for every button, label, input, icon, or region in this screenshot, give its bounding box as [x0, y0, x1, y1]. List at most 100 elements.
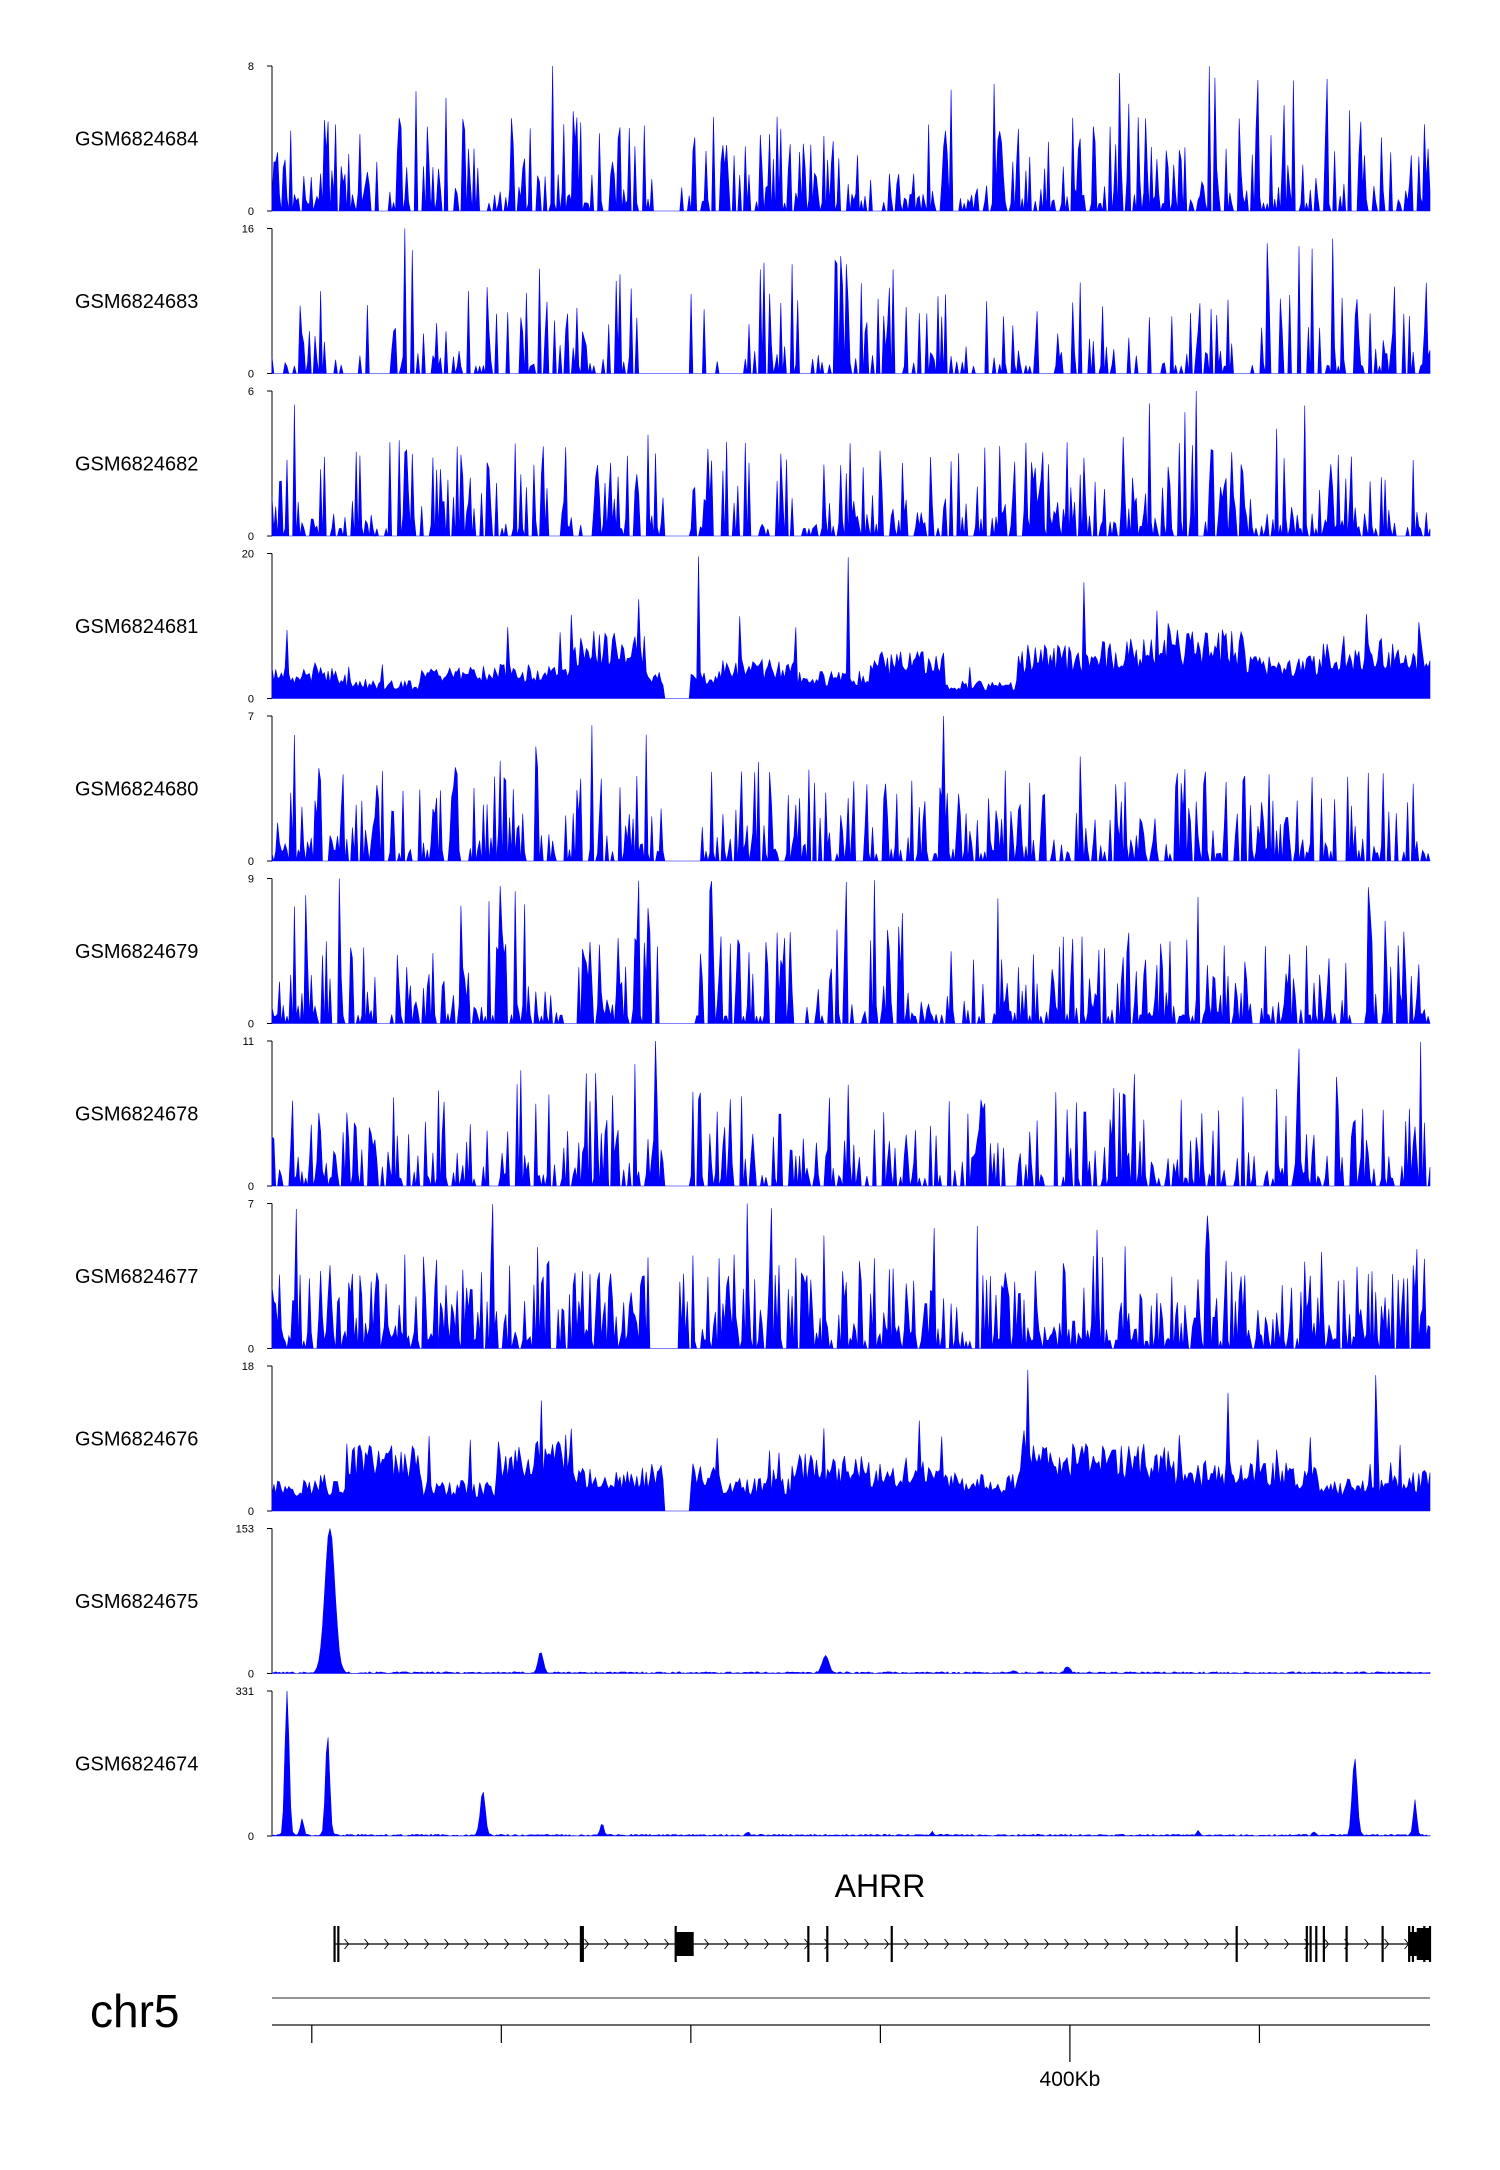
y-min-label: 0: [248, 531, 254, 543]
strand-arrow: [704, 1938, 710, 1950]
signal-area: [271, 65, 1431, 212]
strand-arrow: [924, 1938, 930, 1950]
strand-arrow: [1204, 1938, 1210, 1950]
strand-arrow: [604, 1938, 610, 1950]
strand-arrow: [1384, 1938, 1390, 1950]
track-label: GSM6824680: [75, 779, 198, 801]
strand-arrow: [1124, 1938, 1130, 1950]
y-max-label: 20: [242, 549, 254, 561]
y-min-label: 0: [248, 1831, 254, 1843]
strand-arrow: [1044, 1938, 1050, 1950]
strand-arrow: [484, 1938, 490, 1950]
chromosome-ideogram: chr5: [90, 1985, 1430, 2037]
track-GSM6824676: GSM6824676 18 0: [75, 1361, 1431, 1518]
track-label: GSM6824681: [75, 616, 198, 638]
signal-area: [271, 1690, 1431, 1837]
strand-arrow: [864, 1938, 870, 1950]
track-GSM6824674: GSM6824674 331 0: [75, 1686, 1431, 1843]
y-max-label: 6: [248, 386, 254, 398]
track-label: GSM6824674: [75, 1754, 198, 1776]
strand-arrow: [1184, 1938, 1190, 1950]
track-GSM6824679: GSM6824679 9 0: [75, 874, 1431, 1031]
strand-arrow: [784, 1938, 790, 1950]
gene-exon-block: [675, 1932, 694, 1956]
signal-area: [271, 556, 1431, 699]
y-min-label: 0: [248, 1669, 254, 1681]
signal-area: [271, 715, 1431, 862]
strand-arrow: [644, 1938, 650, 1950]
strand-arrow: [1284, 1938, 1290, 1950]
signal-tracks: GSM682468480GSM6824683160GSM682468260GSM…: [75, 61, 1431, 1843]
strand-arrow: [424, 1938, 430, 1950]
y-max-label: 153: [236, 1524, 254, 1536]
strand-arrow: [1084, 1938, 1090, 1950]
strand-arrow: [1164, 1938, 1170, 1950]
y-min-label: 0: [248, 206, 254, 218]
strand-arrow: [964, 1938, 970, 1950]
strand-arrow: [364, 1938, 370, 1950]
y-min-label: 0: [248, 1019, 254, 1031]
strand-arrow: [564, 1938, 570, 1950]
y-min-label: 0: [248, 1181, 254, 1193]
track-label: GSM6824676: [75, 1429, 198, 1451]
signal-area: [271, 878, 1431, 1024]
strand-arrow: [944, 1938, 950, 1950]
gene-utr-block: [1416, 1928, 1430, 1960]
strand-arrow: [1264, 1938, 1270, 1950]
signal-area: [271, 1528, 1431, 1674]
strand-arrow: [464, 1938, 470, 1950]
strand-arrow: [344, 1938, 350, 1950]
y-min-label: 0: [248, 856, 254, 868]
y-max-label: 9: [248, 874, 254, 886]
track-label: GSM6824678: [75, 1104, 198, 1126]
gene-exon-block: [1409, 1932, 1420, 1956]
y-max-label: 16: [242, 224, 254, 236]
y-min-label: 0: [248, 1344, 254, 1356]
track-GSM6824683: GSM6824683 16 0: [75, 224, 1431, 381]
y-max-label: 7: [248, 1199, 254, 1211]
strand-arrow: [1024, 1938, 1030, 1950]
strand-arrow: [904, 1938, 910, 1950]
strand-arrow: [504, 1938, 510, 1950]
strand-arrow: [544, 1938, 550, 1950]
genomic-scale-axis: 400Kb: [272, 2024, 1430, 2091]
track-GSM6824684: GSM6824684 8 0: [75, 61, 1431, 218]
strand-arrow: [824, 1938, 830, 1950]
track-label: GSM6824677: [75, 1266, 198, 1288]
strand-arrow: [984, 1938, 990, 1950]
strand-arrow: [764, 1938, 770, 1950]
track-GSM6824678: GSM6824678 11 0: [75, 1036, 1431, 1193]
y-min-label: 0: [248, 1506, 254, 1518]
signal-area: [271, 1040, 1431, 1187]
y-max-label: 11: [243, 1036, 254, 1048]
signal-area: [271, 1203, 1431, 1349]
strand-arrow: [584, 1938, 590, 1950]
strand-arrow: [664, 1938, 670, 1950]
strand-arrow: [1364, 1938, 1370, 1950]
track-label: GSM6824679: [75, 941, 198, 963]
track-GSM6824682: GSM6824682 6 0: [75, 386, 1431, 543]
strand-arrow: [844, 1938, 850, 1950]
y-max-label: 331: [236, 1686, 254, 1698]
chromosome-label: chr5: [90, 1985, 179, 2037]
y-max-label: 18: [242, 1361, 254, 1373]
track-label: GSM6824682: [75, 454, 198, 476]
track-GSM6824677: GSM6824677 7 0: [75, 1199, 1431, 1356]
strand-arrow: [1224, 1938, 1230, 1950]
track-GSM6824675: GSM6824675 153 0: [75, 1524, 1431, 1681]
axis-scale-label: 400Kb: [1040, 2068, 1101, 2091]
strand-arrow: [384, 1938, 390, 1950]
gene-model-ahrr: AHRR: [333, 1868, 1432, 1962]
track-label: GSM6824675: [75, 1591, 198, 1613]
y-max-label: 8: [248, 61, 254, 73]
strand-arrow: [524, 1938, 530, 1950]
strand-arrow: [724, 1938, 730, 1950]
strand-arrow: [1004, 1938, 1010, 1950]
strand-arrow: [884, 1938, 890, 1950]
track-GSM6824680: GSM6824680 7 0: [75, 711, 1431, 868]
strand-arrow: [444, 1938, 450, 1950]
track-label: GSM6824683: [75, 291, 198, 313]
y-min-label: 0: [248, 694, 254, 706]
strand-arrow: [624, 1938, 630, 1950]
